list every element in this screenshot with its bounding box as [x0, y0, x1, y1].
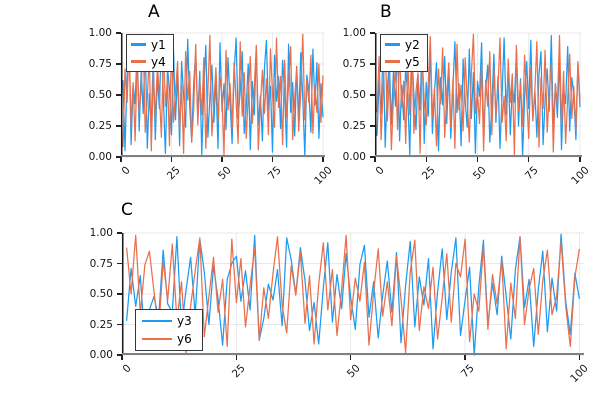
y-tick-label: 0.75: [342, 58, 366, 70]
legend-label-y2: y2: [405, 37, 420, 52]
x-tick-label: 25: [165, 164, 184, 183]
legend-entry: y1: [131, 36, 166, 53]
legend-label-y1: y1: [151, 37, 166, 52]
y-tick-mark: [117, 293, 122, 295]
series-line-y6: [125, 234, 581, 355]
y-tick-mark: [117, 354, 122, 356]
x-tick-label: 100: [569, 164, 592, 187]
x-tick-mark: [464, 355, 466, 360]
x-tick-mark: [350, 355, 352, 360]
legend-line-sample-y2: [385, 43, 400, 46]
x-tick-label: 75: [458, 362, 477, 381]
chart-canvas: [374, 32, 582, 158]
series-line-y4: [122, 33, 324, 156]
chart-canvas: [121, 232, 584, 356]
legend-line-sample-y1: [131, 43, 146, 46]
x-tick-mark: [528, 157, 530, 162]
y-tick-label: 0.75: [89, 257, 113, 270]
y-tick-mark: [117, 262, 122, 265]
y-tick-label: 0.25: [89, 318, 113, 331]
x-tick-mark: [578, 355, 581, 360]
y-tick-label: 1.00: [342, 27, 366, 39]
y-tick-mark: [116, 125, 121, 127]
y-tick-mark: [117, 323, 122, 326]
panel-c-title: C: [121, 200, 133, 220]
panel-c-legend: y3 y6: [135, 309, 203, 351]
x-tick-label: 75: [522, 164, 541, 183]
y-tick-mark: [116, 32, 121, 34]
x-tick-mark: [271, 157, 274, 162]
x-tick-mark: [121, 355, 123, 360]
legend-label-y4: y4: [151, 54, 166, 69]
x-tick-label: 0: [373, 164, 387, 178]
x-tick-label: 0: [120, 362, 134, 376]
y-tick-label: 0.75: [88, 58, 112, 70]
legend-entry: y4: [131, 53, 166, 70]
y-tick-label: 0.00: [89, 349, 113, 361]
x-tick-mark: [374, 157, 376, 162]
x-tick-mark: [170, 157, 173, 162]
legend-entry: y5: [385, 53, 420, 70]
series-line-y1: [122, 33, 324, 157]
x-tick-label: 100: [312, 164, 335, 187]
x-tick-label: 50: [471, 164, 490, 183]
y-tick-label: 0.50: [342, 89, 366, 101]
x-tick-mark: [476, 157, 479, 162]
legend-label-y3: y3: [177, 314, 192, 328]
y-tick-mark: [370, 63, 375, 65]
y-tick-label: 1.00: [88, 27, 112, 39]
series-line-y5: [376, 33, 581, 156]
legend-line-sample-y4: [131, 60, 146, 63]
x-tick-label: 50: [215, 164, 234, 183]
y-tick-label: 0.00: [342, 151, 366, 163]
y-tick-mark: [116, 94, 121, 96]
y-tick-label: 0.00: [88, 151, 112, 163]
x-tick-mark: [221, 157, 223, 162]
y-tick-mark: [370, 125, 375, 127]
x-tick-label: 75: [266, 164, 285, 183]
panel-a-legend: y1 y4: [126, 34, 174, 72]
y-tick-label: 0.50: [88, 89, 112, 101]
legend-label-y5: y5: [405, 54, 420, 69]
y-tick-label: 1.00: [89, 227, 113, 239]
y-tick-label: 0.25: [342, 120, 366, 132]
x-tick-label: 0: [119, 164, 133, 178]
panel-b-title: B: [380, 2, 392, 22]
y-tick-label: 0.25: [88, 120, 112, 132]
x-tick-mark: [235, 355, 238, 360]
x-tick-label: 25: [230, 362, 249, 381]
x-tick-label: 50: [344, 362, 363, 381]
y-tick-mark: [370, 32, 375, 34]
panel-b-plot-area: y2 y5 0.00 0.25 0.50 0.75 1.00 0 25 50 75 100: [343, 28, 592, 187]
panel-a-title: A: [148, 2, 160, 22]
y-tick-mark: [116, 156, 121, 158]
legend-label-y6: y6: [177, 332, 192, 346]
x-tick-mark: [322, 157, 324, 162]
x-tick-mark: [425, 157, 427, 162]
x-tick-label: 25: [420, 164, 439, 183]
y-tick-mark: [117, 232, 122, 234]
legend-line-sample-y3: [142, 319, 172, 323]
y-tick-mark: [370, 156, 375, 158]
x-tick-mark: [120, 157, 122, 162]
y-tick-mark: [370, 94, 375, 96]
legend-line-sample-y6: [142, 337, 172, 341]
legend-line-sample-y5: [385, 60, 400, 63]
x-tick-mark: [579, 157, 581, 162]
panel-c-plot-area: y3 y6 0.00 0.25 0.50 0.75 1.00 0 25 50 75 100: [90, 228, 592, 385]
y-tick-label: 0.50: [89, 288, 113, 300]
legend-entry: y2: [385, 36, 420, 53]
x-tick-label: 100: [568, 362, 592, 385]
series-line-y3: [125, 233, 581, 356]
legend-entry: y3: [142, 312, 192, 330]
chart-canvas: [120, 32, 325, 158]
legend-entry: y6: [142, 330, 192, 348]
panel-b-legend: y2 y5: [380, 34, 428, 72]
panel-a-plot-area: y1 y4 0.00 0.25 0.50 0.75 1.00 0 25 50 75 100: [89, 28, 335, 187]
y-tick-mark: [116, 63, 121, 65]
